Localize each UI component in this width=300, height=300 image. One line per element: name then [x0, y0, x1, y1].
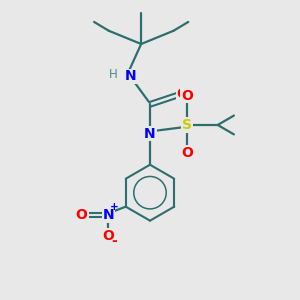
- Text: -: -: [112, 233, 118, 248]
- Text: N: N: [125, 69, 137, 83]
- Text: O: O: [181, 146, 193, 160]
- Text: N: N: [102, 208, 114, 222]
- Text: N: N: [144, 127, 156, 141]
- Text: O: O: [102, 229, 114, 243]
- Text: O: O: [181, 88, 193, 103]
- Text: S: S: [182, 118, 192, 132]
- Text: +: +: [110, 202, 119, 212]
- Text: O: O: [75, 208, 87, 222]
- Text: H: H: [109, 68, 118, 81]
- Text: O: O: [176, 87, 188, 101]
